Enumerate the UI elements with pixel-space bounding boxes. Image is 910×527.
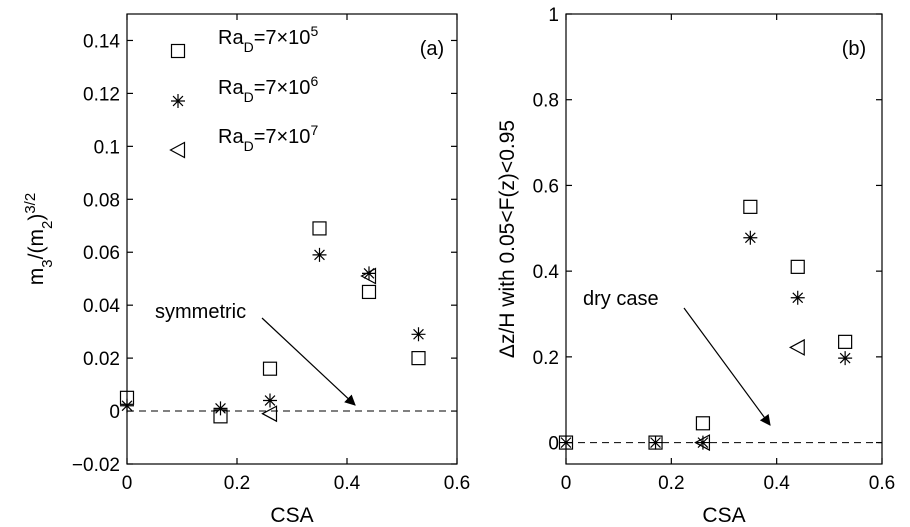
data-point-square bbox=[838, 334, 853, 349]
y-tick-label: 0.04 bbox=[83, 296, 120, 317]
plot-frame bbox=[126, 13, 458, 465]
annotation-arrow bbox=[683, 307, 771, 426]
x-tick-label: 0.2 bbox=[224, 473, 250, 494]
chart-panel-a: 0 0.2 0.4 0.6−0.0200.020.040.060.080.10.120… bbox=[22, 13, 470, 527]
y-tick-label: 0.06 bbox=[83, 243, 120, 264]
data-point-asterisk bbox=[790, 290, 805, 305]
data-point-asterisk bbox=[213, 401, 228, 416]
data-point-asterisk bbox=[648, 435, 663, 450]
y-tick-label: 0.14 bbox=[83, 31, 120, 52]
y-tick-label: 0.6 bbox=[533, 176, 559, 197]
data-point-square bbox=[790, 259, 805, 274]
y-tick-label: 0.8 bbox=[533, 91, 559, 112]
chart-panel-b: 0 0.2 0.4 0.6 0 0.2 0.4 0.6 0.8 1 CSA Δz/H with 0.0… bbox=[496, 5, 895, 527]
data-point-asterisk bbox=[120, 398, 134, 413]
data-point-asterisk bbox=[838, 351, 853, 366]
legend-marker-triangle-left bbox=[169, 141, 186, 159]
data-point-asterisk bbox=[743, 230, 758, 245]
x-tick-label: 0.4 bbox=[763, 473, 790, 494]
x-tick-label: 0.4 bbox=[334, 473, 361, 494]
annotation-text: dry case bbox=[583, 288, 659, 310]
data-point-asterisk bbox=[362, 266, 376, 281]
legend-marker-square bbox=[170, 43, 186, 59]
y-tick-label: 0.12 bbox=[83, 84, 120, 105]
data-point-square bbox=[411, 351, 426, 366]
x-tick-label: 0.6 bbox=[869, 473, 895, 494]
y-axis-label: m3/(m2)3/2 bbox=[22, 193, 56, 285]
data-point-square bbox=[743, 199, 758, 214]
legend-entry: RaD=7×105 bbox=[218, 23, 318, 55]
x-axis-label: CSA bbox=[270, 504, 313, 527]
x-tick-label: 0.2 bbox=[658, 473, 684, 494]
panel-label: (b) bbox=[842, 38, 866, 60]
data-point-asterisk bbox=[411, 327, 426, 342]
y-tick-label: 0.2 bbox=[533, 348, 559, 369]
y-axis-label: Δz/H with 0.05<F(z)<0.95 bbox=[496, 120, 519, 358]
data-point-triangle-left bbox=[788, 338, 805, 356]
legend-entry: RaD=7×106 bbox=[218, 73, 318, 105]
data-point-square bbox=[695, 416, 711, 431]
x-tick-label: 0 bbox=[122, 473, 133, 494]
y-tick-label: 1 bbox=[548, 5, 559, 26]
y-tick-label: 0.02 bbox=[83, 349, 120, 370]
data-point-asterisk bbox=[312, 247, 327, 262]
data-point-asterisk bbox=[263, 393, 277, 408]
y-tick-label: 0 bbox=[109, 402, 120, 423]
y-tick-label: 0.08 bbox=[83, 190, 120, 211]
x-tick-label: 0 bbox=[561, 473, 572, 494]
data-point-asterisk bbox=[559, 435, 573, 450]
data-point-square bbox=[312, 221, 327, 236]
annotation-text: symmetric bbox=[155, 301, 246, 323]
y-tick-label: 0.4 bbox=[533, 262, 560, 283]
y-tick-label: −0.02 bbox=[72, 455, 120, 476]
data-point-asterisk bbox=[695, 435, 710, 450]
data-point-triangle-left bbox=[694, 434, 711, 452]
legend-marker-asterisk bbox=[171, 94, 185, 108]
data-point-square bbox=[262, 361, 278, 376]
x-tick-label: 0.6 bbox=[444, 473, 470, 494]
data-point-triangle-left bbox=[360, 267, 377, 285]
data-point-square bbox=[361, 284, 377, 300]
data-point-triangle-left bbox=[261, 405, 278, 423]
panel-label: (a) bbox=[420, 38, 444, 60]
legend-entry: RaD=7×107 bbox=[218, 122, 318, 154]
y-tick-label: 0.1 bbox=[94, 137, 120, 158]
y-tick-label: 0 bbox=[548, 434, 559, 455]
plot-frame bbox=[565, 13, 883, 465]
annotation-arrow bbox=[261, 317, 356, 406]
x-axis-label: CSA bbox=[702, 504, 745, 527]
